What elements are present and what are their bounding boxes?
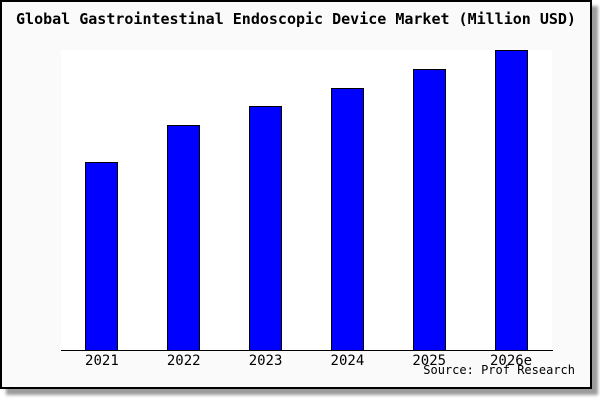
bar-slot-2024 (306, 50, 388, 350)
x-tick-label-2024: 2024 (330, 353, 365, 369)
bar-slot-2025 (388, 50, 470, 350)
source-credit: Source: Prof Research (423, 363, 575, 377)
bar-slot-2022 (143, 50, 225, 350)
chart-title: Global Gastrointestinal Endoscopic Devic… (16, 10, 576, 28)
bar-slot-2026e (470, 50, 552, 350)
x-tick-label-2026e: 2026e (489, 353, 533, 369)
bar-2024 (330, 88, 364, 350)
x-tick-label-2022: 2022 (166, 353, 201, 369)
x-tick-label-2021: 2021 (85, 353, 119, 369)
x-tick-label-2025: 2025 (412, 353, 447, 369)
bar-slot-2021 (61, 50, 143, 350)
bar-slot-2023 (225, 50, 307, 350)
bar-2026e (494, 50, 528, 350)
x-axis-line (61, 350, 553, 351)
plot-area (61, 50, 552, 350)
x-tick-label-2023: 2023 (248, 353, 283, 369)
bars-container (61, 50, 552, 350)
bar-2025 (412, 69, 446, 350)
x-axis-labels: 2021 2022 2023 2024 2025 2026e (61, 353, 552, 369)
bar-2022 (167, 125, 201, 350)
bar-2021 (85, 162, 119, 350)
bar-2023 (249, 106, 283, 350)
chart-card: Global Gastrointestinal Endoscopic Devic… (0, 0, 592, 389)
